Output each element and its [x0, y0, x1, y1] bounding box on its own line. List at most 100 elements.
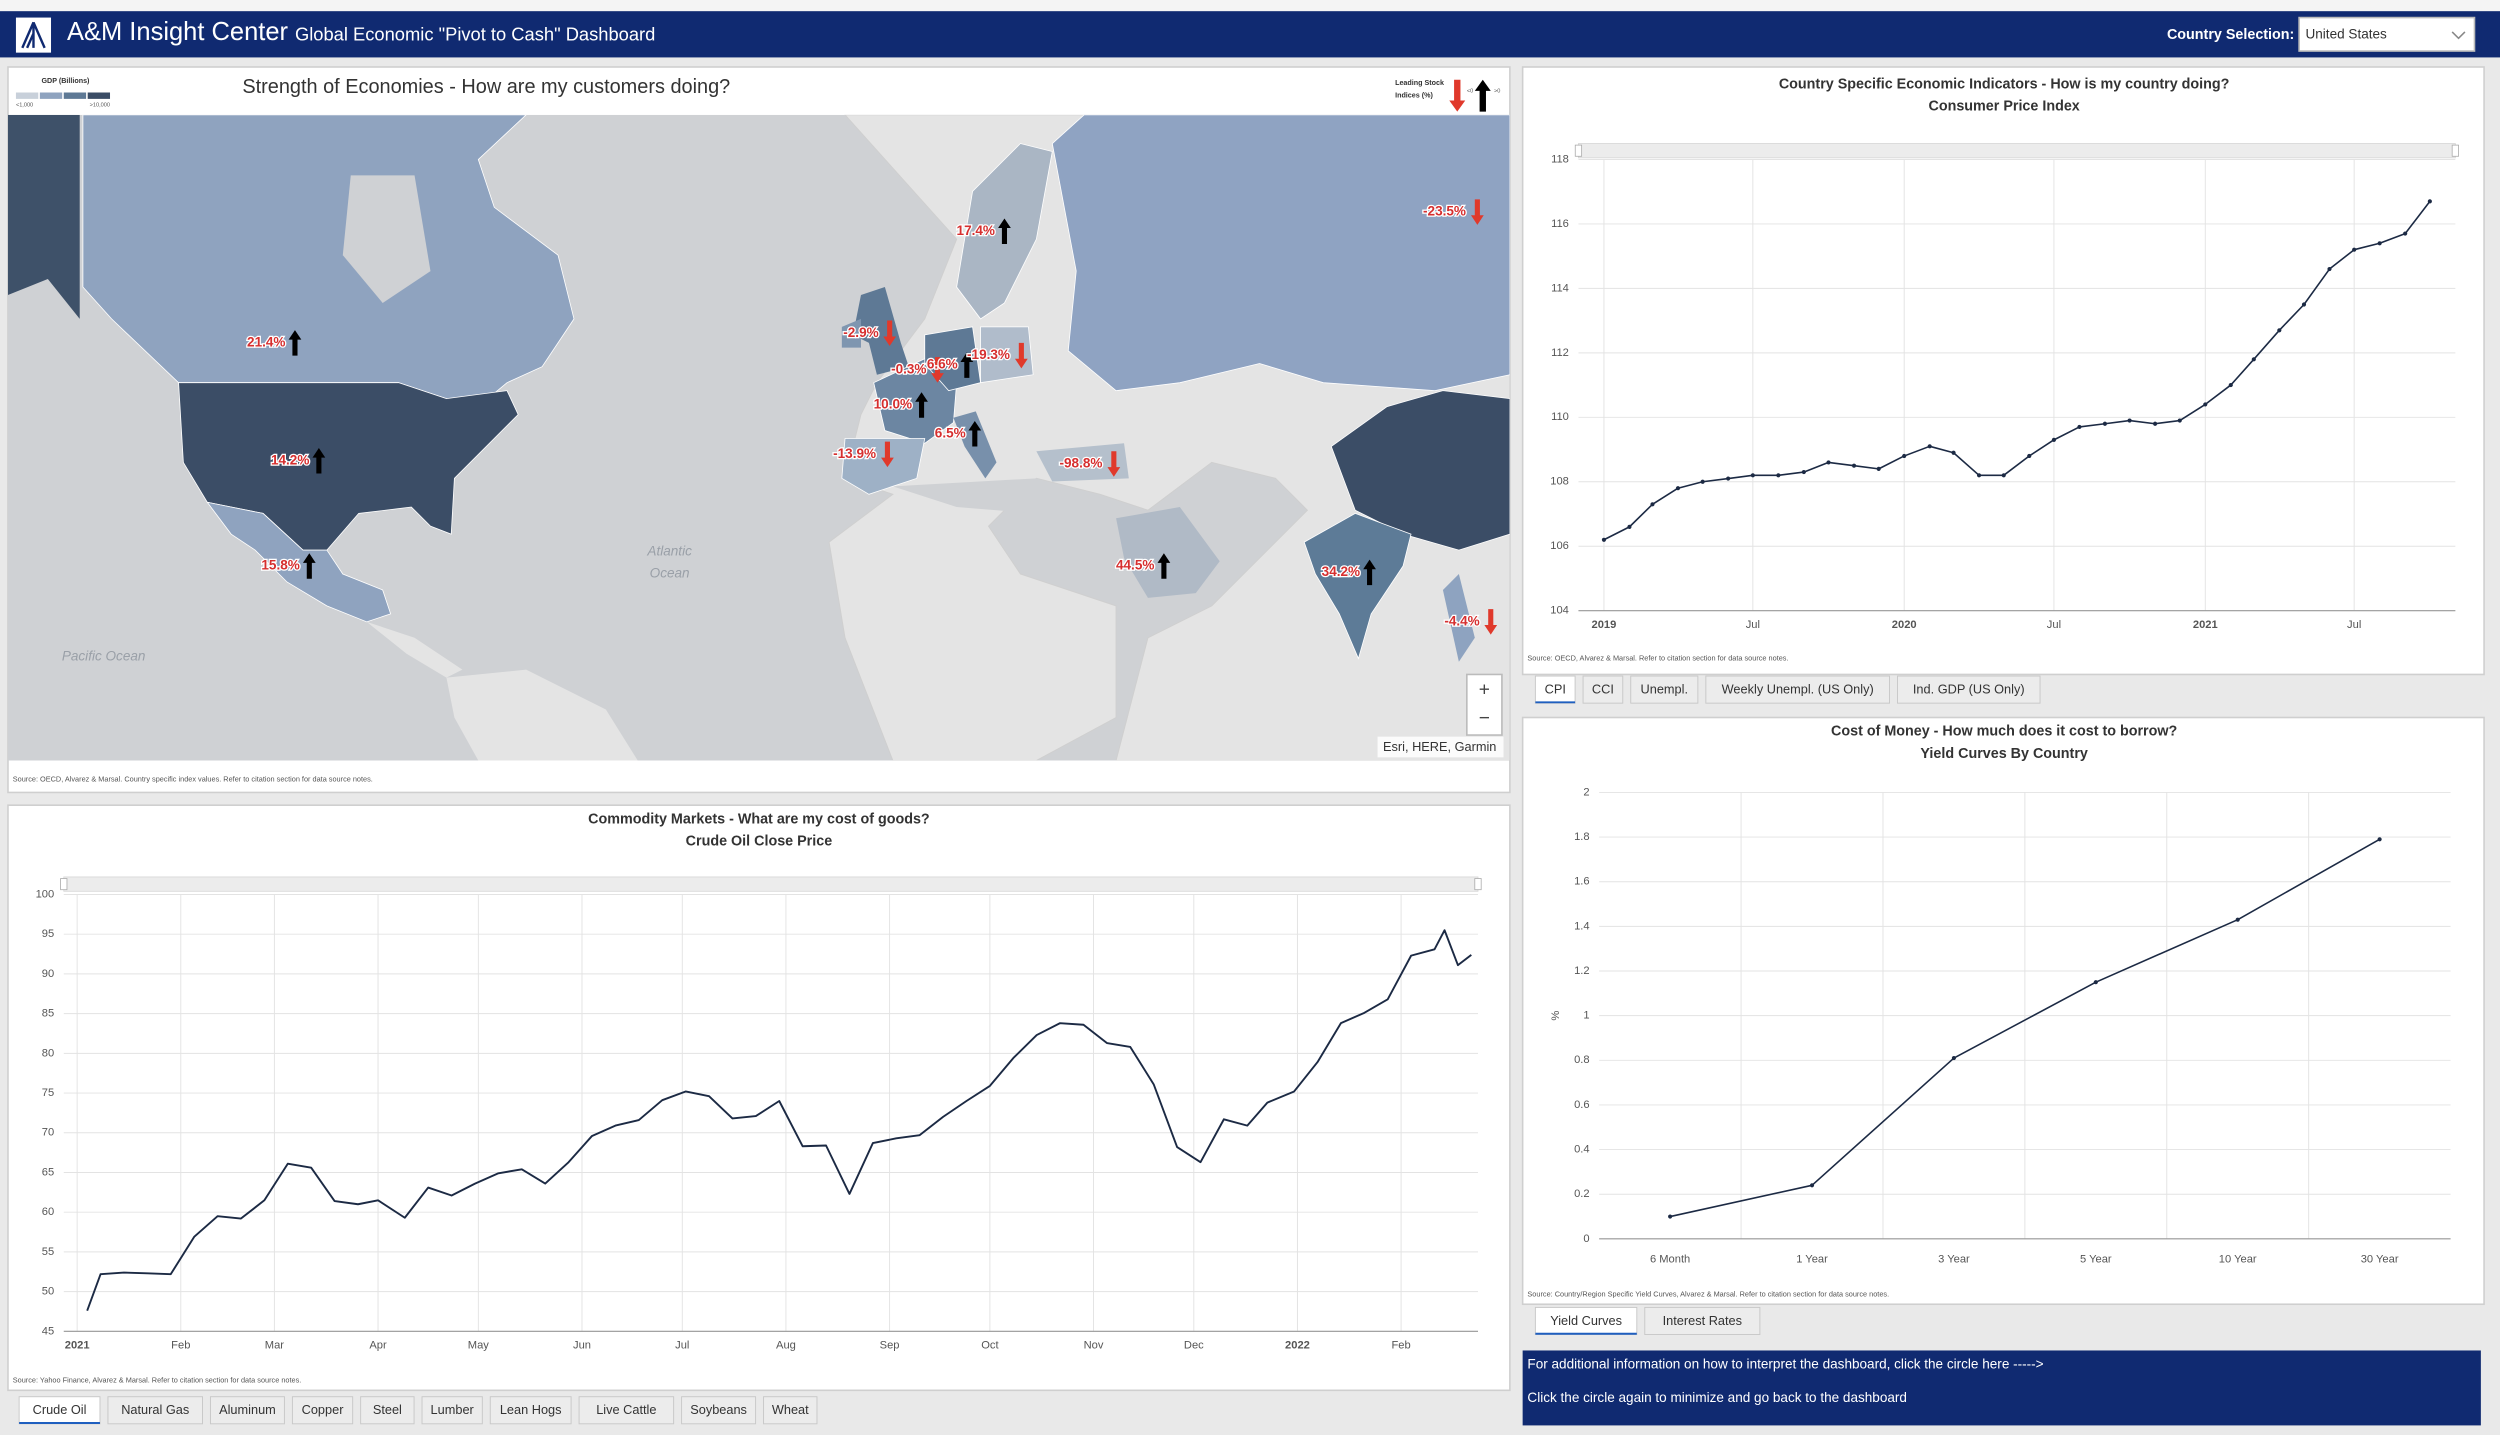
- stock-index-label: 15.8%: [261, 558, 299, 573]
- data-line: [86, 929, 1472, 1312]
- country: [82, 114, 575, 408]
- range-slider[interactable]: [63, 876, 1479, 892]
- tab-label[interactable]: Yield Curves: [1550, 1313, 1622, 1328]
- stock-index-label: 6.5%: [935, 425, 966, 440]
- data-line: [1603, 200, 2431, 541]
- tab-label[interactable]: Weekly Unempl. (US Only): [1722, 681, 1874, 696]
- data-point: [2102, 421, 2107, 426]
- tab[interactable]: [489, 1396, 572, 1425]
- tab-label[interactable]: Live Cattle: [596, 1402, 656, 1417]
- tab[interactable]: [421, 1396, 483, 1425]
- tab[interactable]: [578, 1396, 675, 1425]
- tab[interactable]: [763, 1396, 818, 1425]
- y-tick-label: 55: [42, 1246, 54, 1258]
- tab-label[interactable]: CCI: [1592, 681, 1614, 696]
- source-note: Source: OECD, Alvarez & Marsal. Refer to…: [1527, 653, 1788, 662]
- tab[interactable]: [1644, 1306, 1761, 1336]
- y-tick-label: 114: [1551, 282, 1569, 294]
- legend-arrow-up: [1474, 79, 1491, 112]
- y-tick-label: 118: [1551, 153, 1569, 165]
- zoom-out[interactable]: −: [1479, 708, 1490, 729]
- arrow-down: [1470, 199, 1484, 225]
- tab[interactable]: [209, 1396, 285, 1425]
- data-point: [1675, 486, 1681, 491]
- map[interactable]: [7, 114, 1510, 761]
- arrow-up: [968, 420, 982, 447]
- slider-handle[interactable]: [2451, 144, 2459, 157]
- slider-handle[interactable]: [60, 878, 68, 891]
- data-point: [2077, 424, 2082, 430]
- y-tick-label: 116: [1551, 218, 1569, 230]
- stock-legend-down: <0: [1467, 88, 1473, 94]
- arrow-up: [302, 553, 316, 579]
- y-tick-label: 70: [42, 1127, 54, 1139]
- country: [852, 287, 909, 375]
- attribution-box: [1377, 736, 1504, 758]
- country-dropdown[interactable]: [2298, 16, 2476, 52]
- tab[interactable]: [681, 1396, 757, 1425]
- info-text: Click the circle again to minimize and g…: [1527, 1390, 1907, 1405]
- data-point: [1627, 524, 1632, 529]
- data-point: [2377, 837, 2382, 842]
- arrow-down: [1107, 451, 1121, 477]
- dropdown-chevron[interactable]: [2451, 31, 2466, 40]
- data-point: [1801, 470, 1806, 475]
- tab[interactable]: [1582, 675, 1624, 704]
- chart-title: Cost of Money - How much does it cost to…: [1831, 724, 2177, 740]
- info-box[interactable]: [1522, 1350, 2481, 1426]
- x-tick-label: 2020: [1892, 619, 1917, 631]
- tab[interactable]: [291, 1396, 354, 1425]
- tab-label[interactable]: CPI: [1545, 681, 1566, 696]
- tab-label[interactable]: Interest Rates: [1663, 1313, 1742, 1328]
- data-point: [2427, 199, 2432, 204]
- x-tick-label: 6 Month: [1650, 1254, 1690, 1266]
- sea: [892, 478, 1101, 514]
- y-tick-label: 0.8: [1574, 1054, 1590, 1066]
- tab[interactable]: [107, 1396, 203, 1425]
- tab[interactable]: [1630, 675, 1699, 704]
- x-tick-label: 30 Year: [2361, 1254, 2399, 1266]
- country: [206, 501, 392, 623]
- oil-panel: [7, 804, 1511, 1392]
- tab-label[interactable]: Aluminum: [219, 1402, 276, 1417]
- tab-label[interactable]: Natural Gas: [121, 1402, 189, 1417]
- data-point: [2093, 980, 2098, 985]
- tab[interactable]: [1705, 675, 1890, 704]
- country: [1036, 443, 1129, 482]
- tab[interactable]: [1897, 675, 2041, 704]
- arrow-down: [881, 441, 894, 468]
- tab-label[interactable]: Unempl.: [1641, 681, 1688, 696]
- data-point: [2327, 266, 2332, 272]
- map-title: Strength of Economies - How are my custo…: [242, 76, 730, 98]
- x-tick-label: Oct: [981, 1340, 999, 1352]
- arrow-up: [1363, 559, 1376, 586]
- stock-index-label: -23.5%: [1423, 204, 1466, 219]
- zoom-in[interactable]: +: [1479, 679, 1490, 700]
- tab-label[interactable]: Steel: [373, 1402, 402, 1417]
- y-tick-label: 0.4: [1574, 1144, 1590, 1156]
- tab[interactable]: [360, 1396, 415, 1425]
- stock-index-label: -0.3%: [891, 362, 926, 377]
- tab[interactable]: [1534, 1306, 1638, 1336]
- slider-handle[interactable]: [1474, 878, 1482, 891]
- x-tick-label: 2021: [65, 1340, 90, 1352]
- data-point: [2153, 421, 2158, 426]
- y-tick-label: 100: [36, 888, 55, 900]
- slider-handle[interactable]: [1574, 144, 1583, 157]
- zoom-control[interactable]: [1466, 673, 1503, 736]
- tab-label[interactable]: Lumber: [431, 1402, 475, 1417]
- tab-label[interactable]: Wheat: [772, 1402, 809, 1417]
- tab-label[interactable]: Lean Hogs: [500, 1402, 562, 1417]
- x-tick-label: Dec: [1184, 1340, 1204, 1352]
- tab-label[interactable]: Crude Oil: [33, 1402, 87, 1417]
- tab-label[interactable]: Soybeans: [690, 1402, 747, 1417]
- range-slider[interactable]: [1578, 143, 2456, 159]
- stock-index-label: -2.9%: [843, 325, 878, 340]
- header-bar: [0, 11, 2500, 58]
- data-point: [1700, 479, 1705, 484]
- country-value[interactable]: United States: [2305, 27, 2387, 42]
- x-tick-label: 2022: [1285, 1340, 1310, 1352]
- tab-label[interactable]: Ind. GDP (US Only): [1913, 681, 2025, 696]
- tab-label[interactable]: Copper: [302, 1402, 345, 1417]
